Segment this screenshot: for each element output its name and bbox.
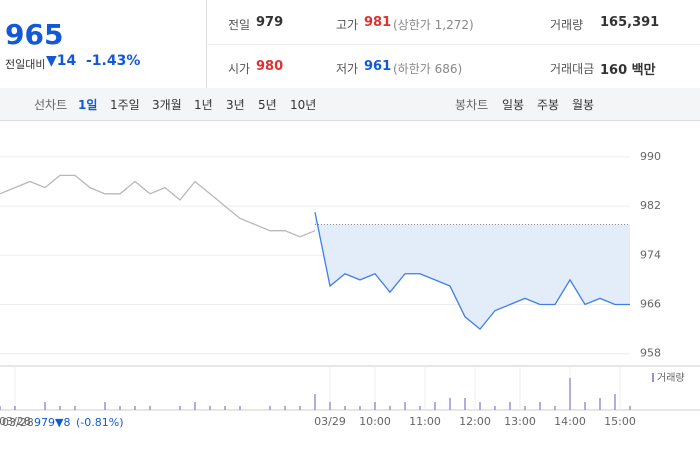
volume-bar <box>209 406 211 410</box>
volume-bar <box>509 402 511 410</box>
volume-bar <box>374 402 376 410</box>
legend-label: 거래량 <box>657 372 685 384</box>
volume-bar <box>464 398 466 410</box>
stat-value: 165,391 <box>600 15 660 30</box>
tab[interactable]: 일봉 <box>502 98 525 112</box>
stat-value: 980 <box>256 59 284 74</box>
volume-bar <box>44 402 46 410</box>
y-tick-label: 982 <box>640 199 661 212</box>
stat-value: 961 <box>364 59 392 74</box>
volume-bar <box>134 406 136 410</box>
area <box>315 212 630 330</box>
y-tick-label: 990 <box>640 150 661 163</box>
tab-bar <box>0 88 700 121</box>
volume-bar <box>614 394 616 410</box>
volume-bar <box>404 402 406 410</box>
tab[interactable]: 1일 <box>78 98 98 112</box>
stat-label: 저가 <box>336 62 359 76</box>
change: ▼14 <box>46 53 77 69</box>
divider <box>206 44 700 45</box>
volume-bar <box>599 398 601 410</box>
volume-bar <box>0 406 1 410</box>
volume-bar <box>584 402 586 410</box>
volume-bar <box>284 406 286 410</box>
tab[interactable]: 월봉 <box>572 98 595 112</box>
y-tick-label: 958 <box>640 347 661 360</box>
volume-bar <box>539 402 541 410</box>
volume-bar <box>149 406 151 410</box>
volume-bar <box>524 406 526 410</box>
volume-bar <box>314 394 316 410</box>
volume-bar <box>119 406 121 410</box>
tab[interactable]: 3개월 <box>152 98 182 112</box>
x-tick-label: 11:00 <box>409 415 441 428</box>
footer-date: 03/28 <box>2 416 34 429</box>
x-tick-label: 14:00 <box>554 415 586 428</box>
x-tick-label: 15:00 <box>604 415 636 428</box>
stat-label: 시가 <box>228 62 251 76</box>
volume-bar <box>449 398 451 410</box>
tab[interactable]: 10년 <box>290 98 317 112</box>
volume-bar <box>74 406 76 410</box>
volume-bar <box>494 406 496 410</box>
stat-label: 고가 <box>336 18 359 32</box>
volume-bar <box>344 406 346 410</box>
volume-bar <box>389 406 391 410</box>
volume-bar <box>194 402 196 410</box>
volume-bar <box>299 406 301 410</box>
volume-bar <box>104 402 106 410</box>
stat-label: 거래대금 <box>550 62 595 76</box>
price: 965 <box>5 18 64 51</box>
stat-note: (상한가 1,272) <box>393 18 474 32</box>
volume-bar <box>329 402 331 410</box>
volume-bar <box>269 406 271 410</box>
x-tick-label: 12:00 <box>459 415 491 428</box>
tab[interactable]: 3년 <box>226 98 245 112</box>
tab-label: 선차트 <box>34 98 68 112</box>
volume-bar <box>239 406 241 410</box>
volume-bar <box>554 406 556 410</box>
volume-bar <box>629 406 631 410</box>
footer-change: ▼8 <box>55 416 71 429</box>
volume-bar <box>224 406 226 410</box>
tab[interactable]: 1년 <box>194 98 213 112</box>
price-line <box>314 212 630 331</box>
footer-pct: (-0.81%) <box>76 416 124 429</box>
change-pct: -1.43% <box>86 53 141 69</box>
volume-bar <box>434 402 436 410</box>
legend-swatch <box>652 373 654 382</box>
change-label: 전일대비 <box>5 58 46 71</box>
stat-value: 979 <box>256 15 284 30</box>
volume-bar <box>359 406 361 410</box>
volume-bar <box>479 402 481 410</box>
stat-value: 160 백만 <box>600 63 656 78</box>
stat-note: (하한가 686) <box>393 62 463 76</box>
volume-bar <box>14 406 16 410</box>
x-tick-label: 10:00 <box>359 415 391 428</box>
x-tick-label: 03/29 <box>314 415 346 428</box>
volume-bar <box>569 378 571 410</box>
y-tick-label: 974 <box>640 248 661 261</box>
footer-close: 979 <box>34 416 55 429</box>
tab[interactable]: 주봉 <box>537 98 560 112</box>
x-tick-label: 13:00 <box>504 415 536 428</box>
stat-value: 981 <box>364 15 392 30</box>
stat-label: 거래량 <box>550 18 584 32</box>
price-line <box>0 174 316 238</box>
y-tick-label: 966 <box>640 298 661 311</box>
tab[interactable]: 5년 <box>258 98 277 112</box>
stat-label: 전일 <box>228 18 251 32</box>
volume-bar <box>179 406 181 410</box>
tab[interactable]: 1주일 <box>110 98 140 112</box>
volume-bar <box>419 406 421 410</box>
volume-bar <box>59 406 61 410</box>
tab-label: 봉차트 <box>455 98 489 112</box>
